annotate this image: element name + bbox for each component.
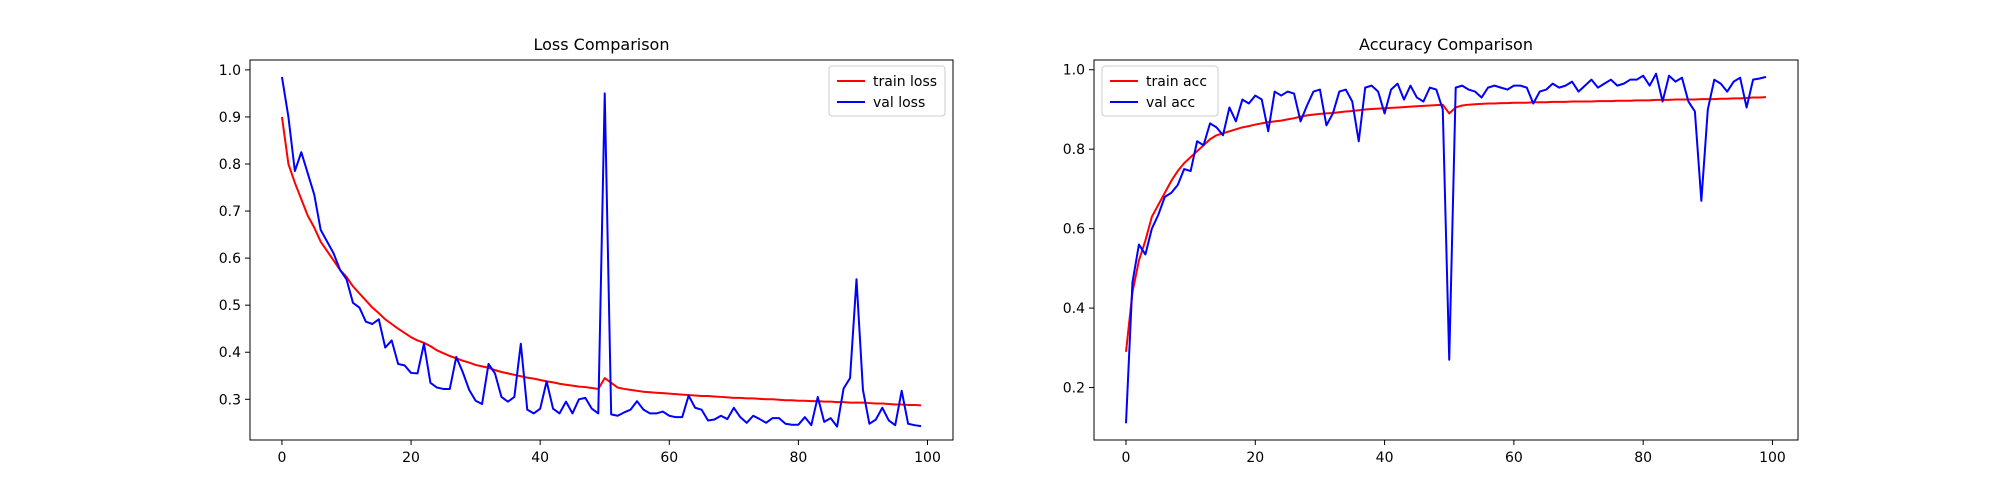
x-tick-label: 100 xyxy=(914,450,941,466)
y-tick-label: 0.7 xyxy=(219,204,241,220)
y-tick-label: 0.6 xyxy=(1063,222,1085,238)
x-tick-label: 60 xyxy=(660,450,678,466)
plot-frame xyxy=(249,59,954,441)
x-tick-label: 80 xyxy=(789,450,807,466)
x-tick-label: 0 xyxy=(277,450,286,466)
series-line-train-acc xyxy=(1125,96,1767,352)
y-tick-label: 0.8 xyxy=(1063,142,1085,158)
legend-box xyxy=(1101,65,1219,117)
legend-box xyxy=(828,65,946,117)
legend-label: val acc xyxy=(1146,95,1195,111)
x-tick-label: 20 xyxy=(402,450,420,466)
x-tick-label: 40 xyxy=(531,450,549,466)
x-tick-label: 100 xyxy=(1759,450,1786,466)
y-tick-label: 0.3 xyxy=(219,392,241,408)
legend: train loss val loss xyxy=(828,65,946,117)
x-tick-label: 0 xyxy=(1122,450,1131,466)
plot-frame xyxy=(1093,59,1799,441)
legend: train acc val acc xyxy=(1101,65,1219,117)
y-tick-label: 0.9 xyxy=(219,110,241,126)
y-tick-label: 0.8 xyxy=(219,157,241,173)
x-tick-label: 60 xyxy=(1505,450,1523,466)
chart-title: Accuracy Comparison xyxy=(1359,35,1533,54)
accuracy-comparison-panel: Accuracy Comparison 0 20 40 60 80 100 0.2 0.4 0.6… xyxy=(1063,35,1799,466)
x-tick-label: 40 xyxy=(1376,450,1394,466)
y-tick-label: 1.0 xyxy=(219,63,241,79)
y-tick-label: 0.2 xyxy=(1063,381,1085,397)
y-tick-label: 0.6 xyxy=(219,251,241,267)
loss-comparison-panel: Loss Comparison 0 20 40 60 80 100 0.3 0.4 0.5 0.6 0… xyxy=(219,35,954,466)
series-line-val-loss xyxy=(280,76,922,428)
chart-title: Loss Comparison xyxy=(534,35,670,54)
y-tick-label: 0.4 xyxy=(1063,301,1085,317)
legend-label: train acc xyxy=(1146,74,1207,90)
x-tick-label: 80 xyxy=(1634,450,1652,466)
legend-label: train loss xyxy=(873,74,937,90)
x-tick-label: 20 xyxy=(1246,450,1264,466)
y-tick-label: 1.0 xyxy=(1063,63,1085,79)
legend-label: val loss xyxy=(873,95,925,111)
y-tick-label: 0.5 xyxy=(219,298,241,314)
y-tick-label: 0.4 xyxy=(219,345,241,361)
series-line-val-acc xyxy=(1125,72,1767,424)
series-line-train-loss xyxy=(280,116,922,407)
